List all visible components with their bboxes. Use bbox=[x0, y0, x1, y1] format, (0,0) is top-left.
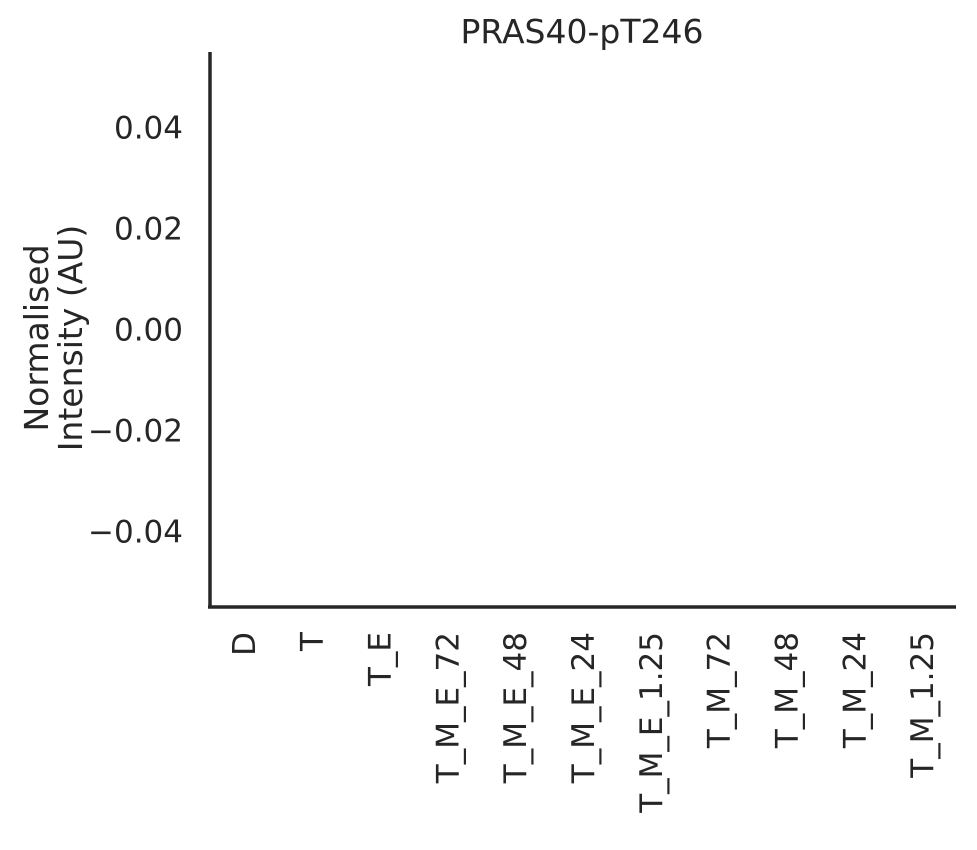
x-tick-label: T_M_1.25 bbox=[905, 632, 941, 779]
x-tick-label: T_M_E_1.25 bbox=[634, 632, 670, 814]
y-axis-ticks: −0.04 −0.02 0.00 0.02 0.04 bbox=[88, 111, 183, 551]
x-tick-label: T_M_E_72 bbox=[430, 632, 466, 784]
x-tick-label: T_M_72 bbox=[702, 632, 738, 749]
y-axis-label-line-2: Intensity (AU) bbox=[51, 225, 90, 452]
x-tick-label: T bbox=[295, 631, 331, 652]
x-tick-label: D bbox=[227, 632, 263, 656]
x-tick-label: T_M_E_24 bbox=[566, 632, 602, 784]
x-axis-ticks: D T T_E T_M_E_72 T_M_E_48 T_M_E_24 T_M_E_1.25 T… bbox=[227, 631, 941, 814]
y-axis-label-line-1: Normalised bbox=[17, 244, 56, 431]
y-tick-label: 0.04 bbox=[114, 111, 183, 147]
y-tick-label: 0.00 bbox=[114, 313, 183, 349]
x-tick-label: T_M_24 bbox=[837, 632, 873, 749]
y-tick-label: 0.02 bbox=[114, 212, 183, 248]
y-tick-label: −0.04 bbox=[88, 514, 183, 550]
x-tick-label: T_M_48 bbox=[769, 632, 805, 749]
y-tick-label: −0.02 bbox=[88, 413, 183, 449]
chart-title: PRAS40-pT246 bbox=[460, 12, 703, 51]
x-tick-label: T_M_E_48 bbox=[498, 632, 534, 784]
y-axis-label: Normalised Intensity (AU) bbox=[17, 225, 90, 452]
x-tick-label: T_E bbox=[363, 632, 399, 687]
